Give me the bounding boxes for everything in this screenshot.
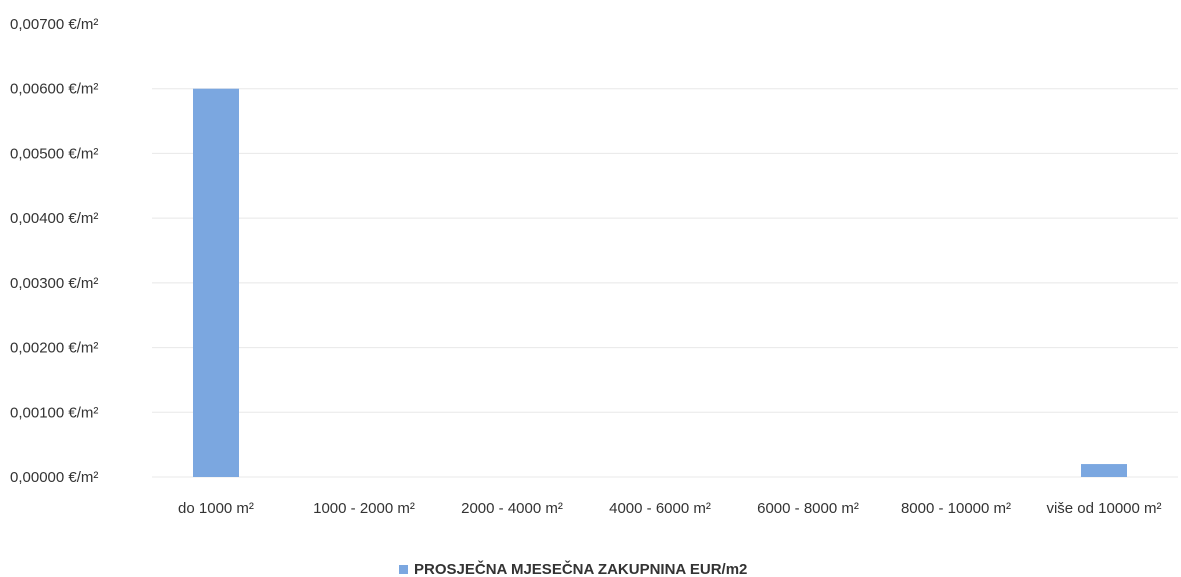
legend-label: PROSJEČNA MJESEČNA ZAKUPNINA EUR/m2 [414,560,747,577]
y-tick-label: 0,00000 €/m² [10,469,98,486]
x-category-label: 6000 - 8000 m² [757,500,859,517]
y-tick-label: 0,00300 €/m² [10,275,98,292]
bar [193,88,239,477]
x-category-label: više od 10000 m² [1046,500,1161,517]
x-axis-category-labels: do 1000 m² 1000 - 2000 m² 2000 - 4000 m² 40… [178,500,1161,517]
y-tick-label: 0,00500 €/m² [10,145,98,162]
y-axis-tick-labels: 0,00700 €/m² 0,00600 €/m² 0,00500 €/m² 0,00… [10,16,98,486]
y-tick-label: 0,00400 €/m² [10,210,98,227]
x-category-label: 1000 - 2000 m² [313,500,415,517]
x-category-label: 8000 - 10000 m² [901,500,1011,517]
y-tick-label: 0,00100 €/m² [10,404,98,421]
bar [1081,464,1127,477]
legend: PROSJEČNA MJESEČNA ZAKUPNINA EUR/m2 [399,560,747,577]
grid-lines [152,88,1178,478]
y-tick-label: 0,00700 €/m² [10,16,98,33]
y-tick-label: 0,00600 €/m² [10,81,98,98]
x-category-label: do 1000 m² [178,500,254,517]
x-category-label: 2000 - 4000 m² [461,500,563,517]
x-category-label: 4000 - 6000 m² [609,500,711,517]
legend-swatch [399,565,408,574]
y-tick-label: 0,00200 €/m² [10,340,98,357]
bars [193,88,1127,477]
